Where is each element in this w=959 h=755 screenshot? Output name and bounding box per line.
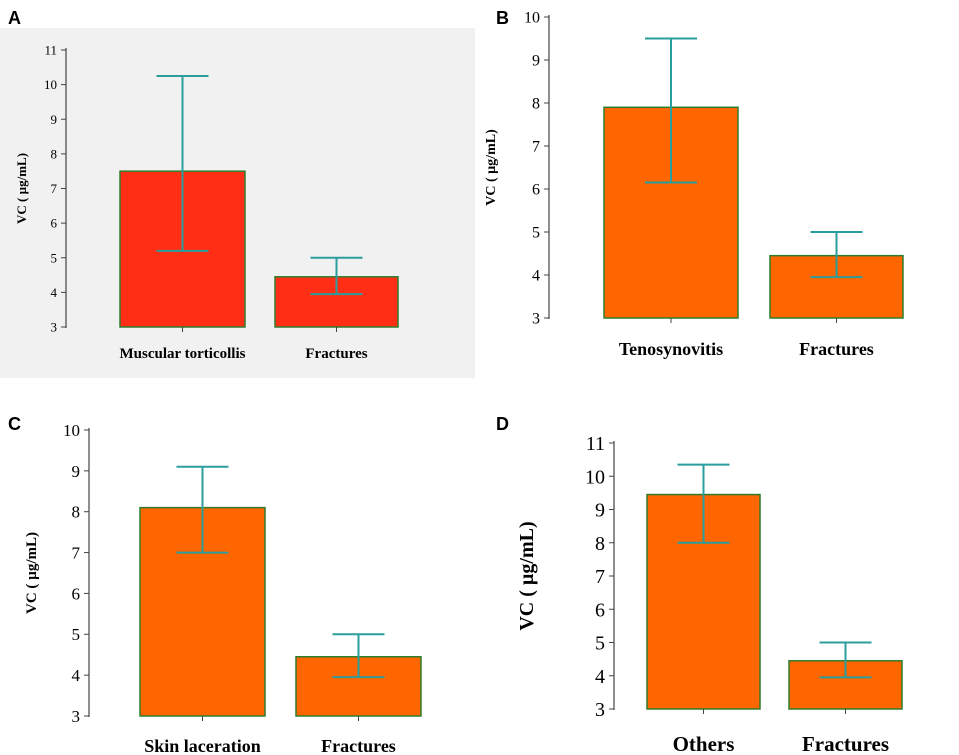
y-tick-label: 10 — [585, 466, 605, 488]
chart-c: 3 4 5 6 7 8 9 10 VC ( µg/mL) Skin laceration Fract… — [24, 421, 422, 755]
category-label: Others — [673, 732, 735, 755]
category-label: Skin laceration — [144, 736, 261, 755]
y-tick-label: 11 — [44, 43, 57, 58]
y-tick-label: 7 — [532, 139, 540, 156]
category-label: Fractures — [305, 346, 367, 362]
category-label: Muscular torticollis — [120, 346, 246, 362]
y-tick-label: 10 — [44, 77, 57, 92]
y-tick-label: 3 — [72, 707, 81, 726]
y-axis-label: VC ( µg/mL) — [24, 532, 40, 614]
y-tick-label: 7 — [51, 181, 58, 196]
y-axis-label: VC ( µg/mL) — [484, 129, 499, 206]
y-tick-label: 9 — [595, 500, 605, 522]
y-tick-label: 4 — [72, 666, 81, 685]
chart-d: 3 4 5 6 7 8 9 10 11 VC ( µg/mL) Others Fractures — [516, 433, 903, 755]
y-tick-label: 5 — [72, 625, 81, 644]
y-tick-label: 8 — [51, 146, 58, 161]
category-label: Fractures — [799, 339, 874, 359]
category-label: Fractures — [321, 736, 396, 755]
panel-letter-b: B — [496, 8, 509, 28]
y-tick-label: 9 — [72, 462, 81, 481]
y-tick-label: 9 — [51, 112, 58, 127]
panel-letter-a: A — [8, 8, 21, 28]
y-tick-label: 7 — [595, 566, 605, 588]
y-tick-label: 9 — [532, 53, 540, 70]
bar-fractures — [788, 660, 903, 710]
y-tick-label: 4 — [595, 666, 605, 688]
y-tick-label: 5 — [595, 633, 605, 655]
y-tick-label: 4 — [532, 268, 540, 285]
y-axis-label: VC ( µg/mL) — [14, 153, 29, 224]
panel-letter-c: C — [8, 414, 21, 434]
panel-letter-d: D — [496, 414, 509, 434]
y-tick-label: 10 — [63, 421, 80, 440]
y-axis-label: VC ( µg/mL) — [516, 521, 538, 630]
y-tick-label: 4 — [51, 285, 58, 300]
y-tick-label: 6 — [532, 182, 540, 199]
y-tick-label: 8 — [72, 503, 81, 522]
y-tick-label: 11 — [586, 433, 605, 455]
y-tick-label: 6 — [51, 216, 58, 231]
y-tick-label: 10 — [524, 10, 540, 27]
chart-a: 3 4 5 6 7 8 9 10 11 VC ( µg/mL) Muscular torticoll… — [14, 43, 399, 362]
y-tick-label: 6 — [72, 584, 81, 603]
category-label: Tenosynovitis — [619, 339, 723, 359]
y-tick-label: 6 — [595, 599, 605, 621]
y-tick-label: 7 — [72, 544, 81, 563]
y-tick-label: 5 — [51, 250, 58, 265]
y-tick-label: 3 — [51, 320, 58, 335]
category-label: Fractures — [802, 732, 889, 755]
y-tick-label: 8 — [595, 533, 605, 555]
y-tick-label: 5 — [532, 225, 540, 242]
y-tick-label: 8 — [532, 96, 540, 113]
y-tick-label: 3 — [595, 699, 605, 721]
chart-b: 3 4 5 6 7 8 9 10 VC ( µg/mL) Tenosynovitis Fractur… — [484, 10, 904, 359]
y-tick-label: 3 — [532, 311, 540, 328]
